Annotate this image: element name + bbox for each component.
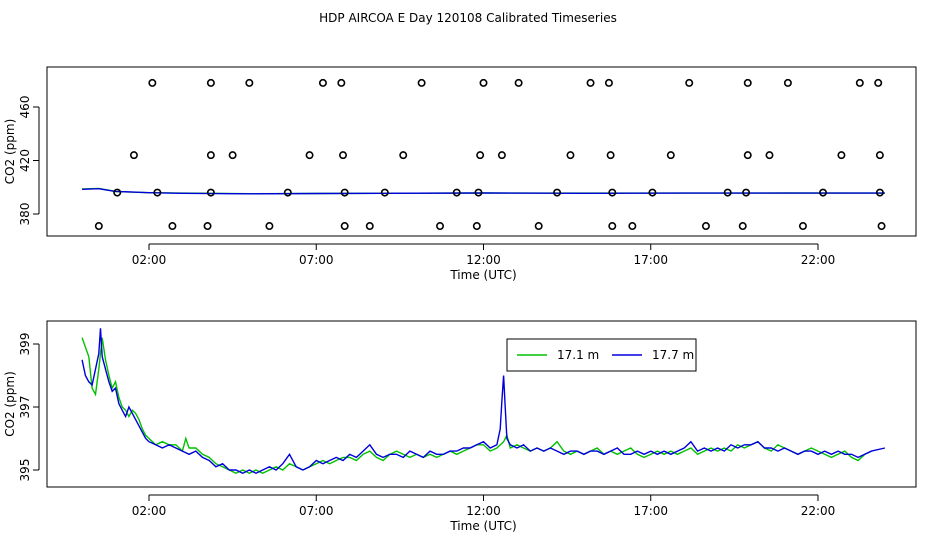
- y-tick-label: 395: [18, 459, 32, 482]
- data-point: [874, 78, 883, 87]
- data-point: [875, 188, 884, 197]
- data-point: [604, 78, 613, 87]
- data-point: [586, 78, 595, 87]
- plot-frame: [46, 66, 917, 237]
- x-tick-label: 02:00: [132, 253, 167, 267]
- data-point: [452, 188, 461, 197]
- data-point: [472, 222, 481, 231]
- data-point: [628, 222, 637, 231]
- data-point: [837, 151, 846, 160]
- legend-label: 17.1 m: [557, 348, 599, 362]
- data-point: [798, 222, 807, 231]
- x-tick-label: 07:00: [299, 504, 334, 518]
- y-tick-label: 420: [18, 149, 32, 172]
- x-tick-label: 12:00: [466, 253, 501, 267]
- legend-label: 17.7 m: [652, 348, 694, 362]
- data-point: [738, 222, 747, 231]
- y-axis-label: CO2 (ppm): [3, 119, 17, 185]
- data-point: [606, 151, 615, 160]
- data-point: [113, 188, 122, 197]
- data-point: [305, 151, 314, 160]
- data-point: [877, 222, 886, 231]
- chart-panel-1: 02:00 07:00 12:00 17:00 22:00 Time (UTC) 380 42…: [3, 66, 917, 282]
- data-point: [153, 188, 162, 197]
- data-point: [337, 78, 346, 87]
- y-tick-label: 460: [18, 96, 32, 119]
- data-point: [380, 188, 389, 197]
- data-point: [479, 78, 488, 87]
- data-point: [566, 151, 575, 160]
- x-tick-label: 02:00: [132, 504, 167, 518]
- data-point: [514, 78, 523, 87]
- data-point: [765, 151, 774, 160]
- data-point: [666, 151, 675, 160]
- data-point: [94, 222, 103, 231]
- x-tick-label: 07:00: [299, 253, 334, 267]
- series-line-blue: [82, 187, 885, 195]
- data-point: [474, 188, 483, 197]
- data-point: [365, 222, 374, 231]
- data-point: [206, 78, 215, 87]
- data-point: [148, 78, 157, 87]
- x-tick-label: 17:00: [633, 253, 668, 267]
- data-point: [648, 188, 657, 197]
- series-line-17-1-m: [81, 337, 872, 474]
- data-point: [339, 151, 348, 160]
- data-point: [742, 188, 751, 197]
- data-point: [875, 151, 884, 160]
- data-point: [206, 151, 215, 160]
- x-axis-label: Time (UTC): [449, 268, 516, 282]
- x-tick-label: 17:00: [633, 504, 668, 518]
- data-point: [534, 222, 543, 231]
- data-point: [228, 151, 237, 160]
- data-point: [168, 222, 177, 231]
- y-axis-label: CO2 (ppm): [3, 371, 17, 437]
- data-point: [685, 78, 694, 87]
- chart-panel-2: 02:00 07:00 12:00 17:00 22:00 Time (UTC) 395 39…: [3, 320, 917, 533]
- data-point: [318, 78, 327, 87]
- series-line-17-7-m: [81, 328, 886, 474]
- y-tick-label: 397: [18, 396, 32, 419]
- data-point: [203, 222, 212, 231]
- x-tick-label: 22:00: [801, 253, 836, 267]
- x-tick-label: 12:00: [466, 504, 501, 518]
- data-point: [245, 78, 254, 87]
- data-point: [476, 151, 485, 160]
- data-point: [608, 188, 617, 197]
- data-point: [701, 222, 710, 231]
- data-point: [436, 222, 445, 231]
- x-axis-label: Time (UTC): [449, 519, 516, 533]
- data-point: [819, 188, 828, 197]
- figure-title: HDP AIRCOA E Day 120108 Calibrated Times…: [319, 11, 617, 25]
- data-point: [553, 188, 562, 197]
- data-point: [608, 222, 617, 231]
- data-point: [743, 78, 752, 87]
- data-point: [723, 188, 732, 197]
- y-tick-label: 380: [18, 203, 32, 226]
- data-point: [743, 151, 752, 160]
- data-point: [283, 188, 292, 197]
- x-tick-label: 22:00: [801, 504, 836, 518]
- data-point: [399, 151, 408, 160]
- data-point: [340, 222, 349, 231]
- data-point: [265, 222, 274, 231]
- data-point: [340, 188, 349, 197]
- data-point: [783, 78, 792, 87]
- data-point: [497, 151, 506, 160]
- data-point: [129, 151, 138, 160]
- plot-frame: [46, 320, 917, 488]
- y-tick-label: 399: [18, 333, 32, 356]
- data-point: [206, 188, 215, 197]
- legend: 17.1 m 17.7 m: [506, 338, 697, 372]
- data-point: [417, 78, 426, 87]
- data-point: [855, 78, 864, 87]
